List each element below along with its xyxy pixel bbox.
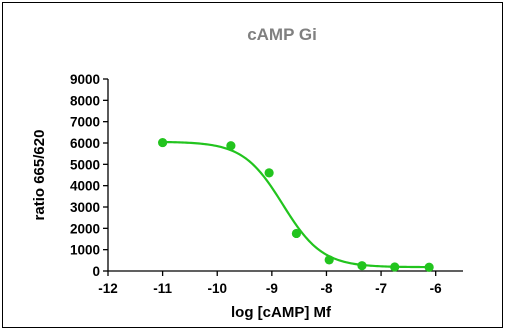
data-point xyxy=(357,261,367,271)
x-tick-label: -12 xyxy=(98,281,118,296)
chart-frame xyxy=(2,2,503,328)
y-tick-label: 8000 xyxy=(70,93,100,108)
x-tick-label: -8 xyxy=(320,281,332,296)
x-axis-label: log [cAMP] Mf xyxy=(231,304,332,321)
fit-curves xyxy=(162,140,430,269)
y-tick-label: 1000 xyxy=(70,243,100,258)
y-axis: 0 1000 2000 3000 4000 5000 6000 7000 8000 9000 xyxy=(70,72,109,279)
y-tick-label: 9000 xyxy=(70,72,100,87)
x-tick-label: -7 xyxy=(375,281,387,296)
data-point xyxy=(390,262,400,272)
data-points xyxy=(158,137,434,272)
x-tick-label: -10 xyxy=(207,281,227,296)
y-tick-label: 3000 xyxy=(70,200,100,215)
data-point xyxy=(226,141,236,151)
fit-curve xyxy=(162,140,430,269)
y-tick-label: 6000 xyxy=(70,136,100,151)
x-tick-label: -9 xyxy=(266,281,278,296)
y-tick-label: 4000 xyxy=(70,179,100,194)
data-point xyxy=(424,262,434,272)
y-tick-label: 5000 xyxy=(70,157,100,172)
y-axis-label: ratio 665/620 xyxy=(31,130,48,221)
data-point xyxy=(158,137,168,148)
y-tick-label: 2000 xyxy=(70,221,100,236)
data-point xyxy=(264,168,274,178)
data-point xyxy=(324,255,334,265)
data-point xyxy=(291,228,302,239)
y-tick-label: 0 xyxy=(92,264,100,279)
chart-title: cAMP Gi xyxy=(247,25,317,44)
x-tick-label: -11 xyxy=(153,281,172,296)
x-axis: -12 -11 -10 -9 -8 -7 -6 xyxy=(98,270,463,296)
y-tick-label: 7000 xyxy=(70,115,100,130)
x-tick-label: -6 xyxy=(430,281,442,296)
